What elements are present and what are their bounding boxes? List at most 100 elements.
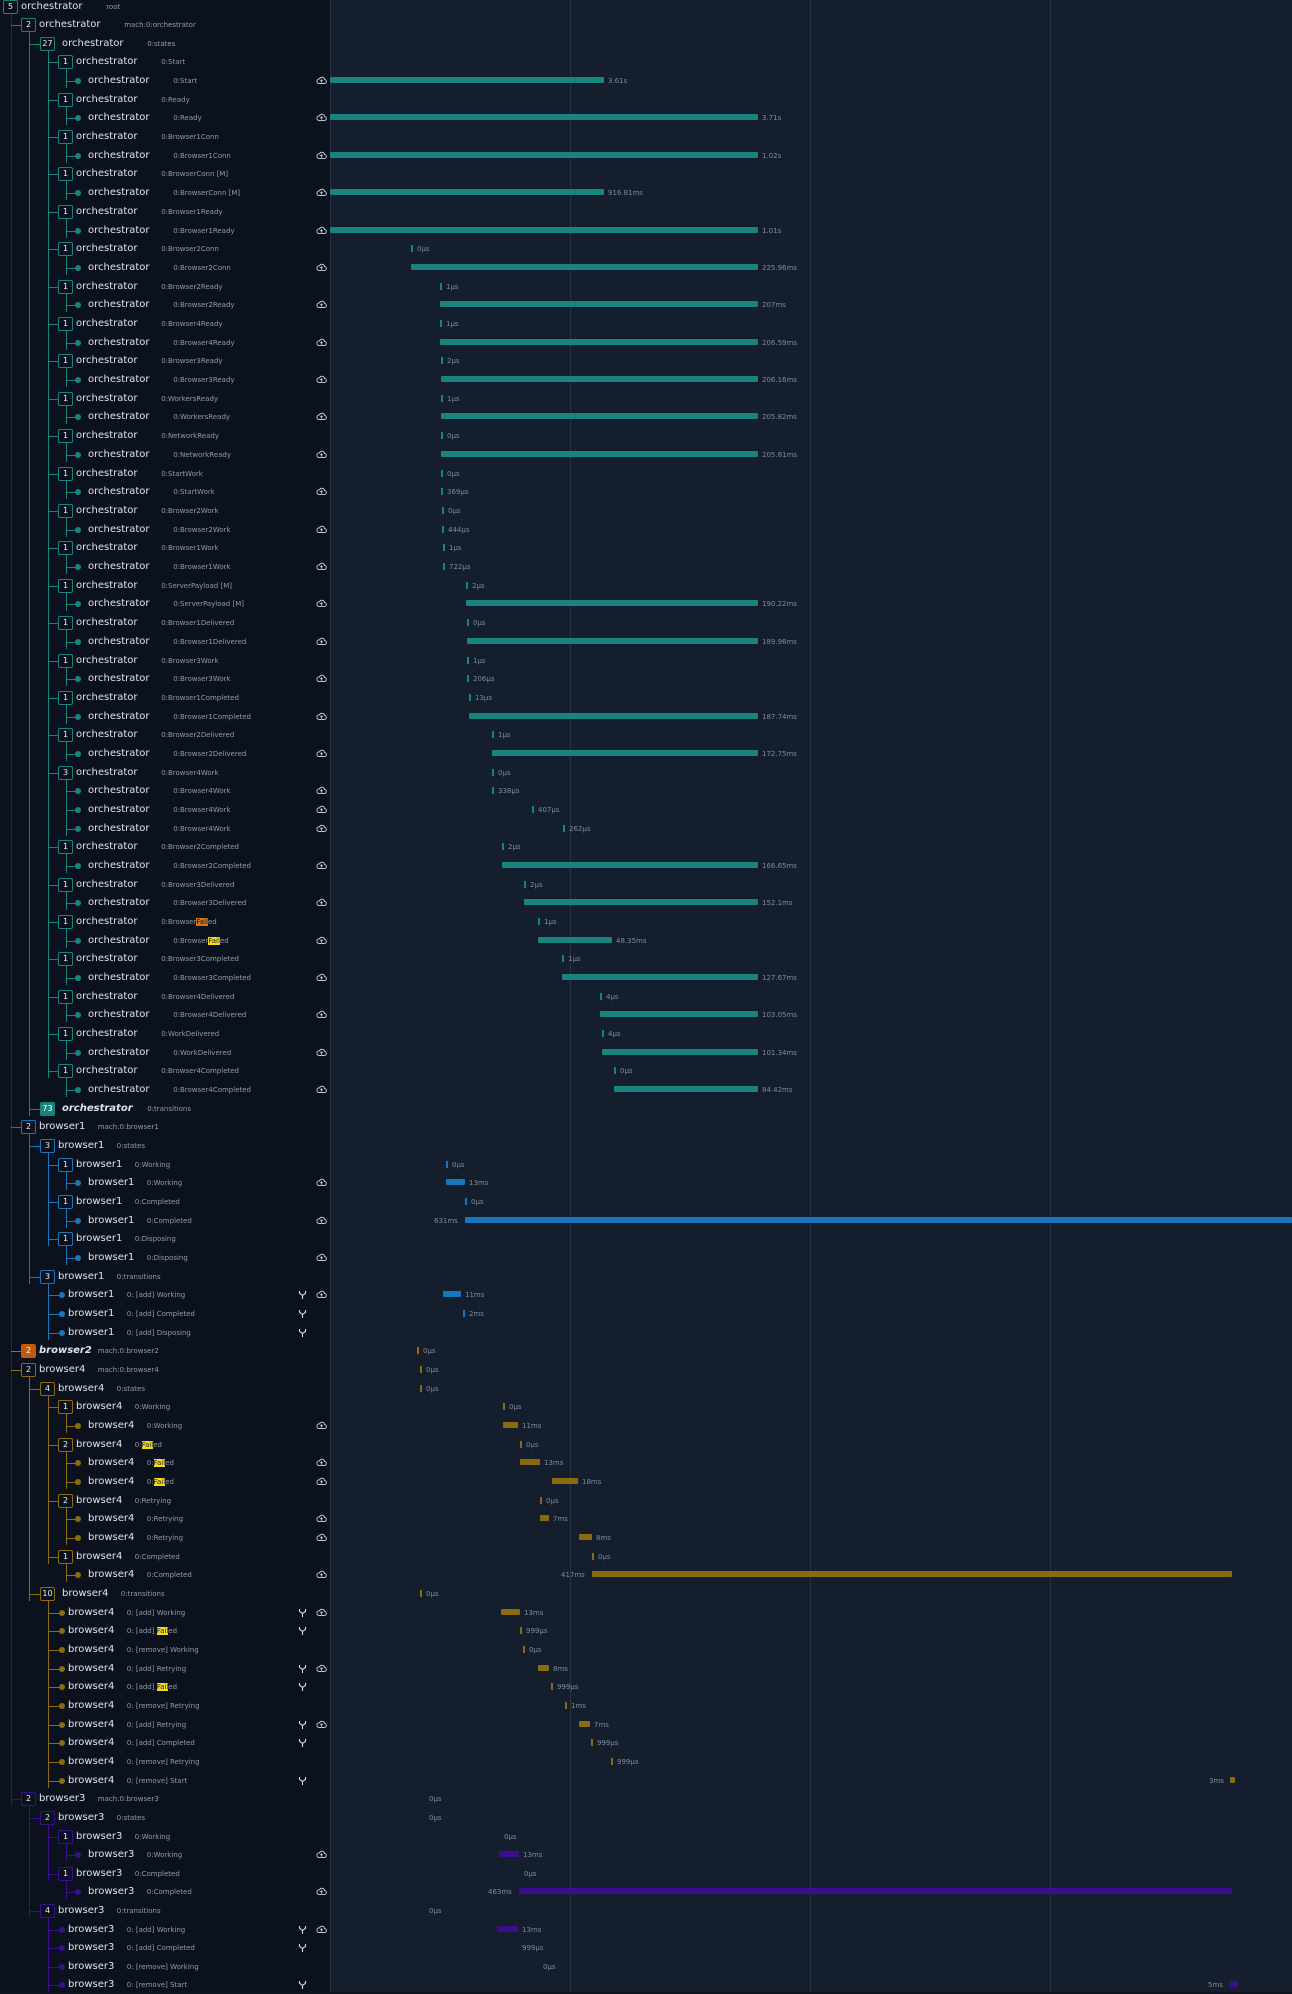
fork-icon[interactable]	[297, 1308, 308, 1319]
tree-leaf-row[interactable]: orchestrator 0:Browser3Delivered 152.1ms	[0, 895, 1292, 911]
tree-leaf-row[interactable]: browser4 0:Completed 417ms	[0, 1567, 1292, 1583]
timeline-tick[interactable]	[492, 787, 494, 794]
tree-leaf-row[interactable]: orchestrator 0:Browser1Completed 187.74ms	[0, 709, 1292, 725]
count-badge[interactable]: 1	[58, 504, 73, 518]
node-name[interactable]: browser4	[76, 1551, 123, 1562]
timeline-tick[interactable]	[592, 1553, 594, 1560]
timeline-tick[interactable]	[441, 357, 443, 364]
timeline-bar[interactable]	[330, 152, 758, 158]
count-badge[interactable]: 1	[58, 1830, 73, 1844]
tree-node-row[interactable]: 1 orchestrator 0:Browser1Conn	[0, 129, 1292, 145]
timeline-tick[interactable]	[420, 1590, 422, 1597]
count-badge[interactable]: 3	[40, 1139, 55, 1153]
count-badge[interactable]: 1	[58, 317, 73, 331]
tree-node-row[interactable]: 1 orchestrator 0:Browser1Completed 13μs	[0, 690, 1292, 706]
node-name[interactable]: orchestrator	[76, 1065, 138, 1076]
fork-icon[interactable]	[297, 1719, 308, 1730]
count-badge[interactable]: 73	[40, 1102, 55, 1116]
node-name[interactable]: orchestrator	[88, 262, 150, 273]
tree-node-row[interactable]: 1 browser1 0:Working 0μs	[0, 1157, 1292, 1173]
tree-leaf-row[interactable]: browser1 0: [add] Completed 2ms	[0, 1306, 1292, 1322]
tree-node-row[interactable]: 1 orchestrator 0:Browser1Delivered 0μs	[0, 615, 1292, 631]
node-name[interactable]: orchestrator	[39, 19, 101, 30]
node-name[interactable]: orchestrator	[88, 860, 150, 871]
timeline-tick[interactable]	[469, 694, 471, 701]
timeline-tick[interactable]	[600, 993, 602, 1000]
cloud-icon[interactable]	[316, 1924, 327, 1935]
node-name[interactable]: browser1	[88, 1215, 135, 1226]
node-name[interactable]: browser4	[68, 1644, 115, 1655]
tree-node-row[interactable]: 2 orchestrator mach:0:orchestrator	[0, 17, 1292, 33]
timeline-tick[interactable]	[463, 1310, 465, 1317]
count-badge[interactable]: 2	[21, 1363, 36, 1377]
tree-node-row[interactable]: 2 browser4 mach:0:browser4 0μs	[0, 1362, 1292, 1378]
node-name[interactable]: orchestrator	[88, 823, 150, 834]
node-name[interactable]: orchestrator	[88, 411, 150, 422]
cloud-icon[interactable]	[316, 1215, 327, 1226]
tree-leaf-row[interactable]: orchestrator 0:Browser2Completed 166.65ms	[0, 858, 1292, 874]
tree-node-row[interactable]: 1 orchestrator 0:Browser2Work 0μs	[0, 503, 1292, 519]
timeline-tick[interactable]	[492, 769, 494, 776]
tree-node-row[interactable]: 1 orchestrator 0:Browser2Completed 2μs	[0, 839, 1292, 855]
tree-leaf-row[interactable]: browser4 0: [add] Failed 999μs	[0, 1623, 1292, 1639]
timeline-tick[interactable]	[467, 675, 469, 682]
count-badge[interactable]: 2	[21, 1792, 36, 1806]
tree-leaf-row[interactable]: browser3 0:Working 13ms	[0, 1847, 1292, 1863]
tree-node-row[interactable]: 2 browser1 mach:0:browser1	[0, 1119, 1292, 1135]
tree-leaf-row[interactable]: browser3 0: [remove] Start 5ms	[0, 1977, 1292, 1993]
node-name[interactable]: browser1	[68, 1289, 115, 1300]
tree-node-row[interactable]: 2 browser4 0:Failed 0μs	[0, 1437, 1292, 1453]
count-badge[interactable]: 4	[40, 1382, 55, 1396]
cloud-icon[interactable]	[316, 561, 327, 572]
timeline-tick[interactable]	[524, 881, 526, 888]
node-name[interactable]: orchestrator	[76, 542, 138, 553]
count-badge[interactable]: 10	[40, 1587, 55, 1601]
cloud-icon[interactable]	[316, 1886, 327, 1897]
tree-leaf-row[interactable]: orchestrator 0:Browser3Ready 206.16ms	[0, 372, 1292, 388]
node-name[interactable]: orchestrator	[88, 486, 150, 497]
cloud-icon[interactable]	[316, 785, 327, 796]
tree-leaf-row[interactable]: orchestrator 0:Browser4Ready 206.59ms	[0, 335, 1292, 351]
node-name[interactable]: orchestrator	[76, 916, 138, 927]
timeline-tick[interactable]	[520, 1627, 522, 1634]
node-name[interactable]: browser1	[68, 1327, 115, 1338]
fork-icon[interactable]	[297, 1681, 308, 1692]
node-name[interactable]: browser3	[68, 1979, 115, 1990]
tree-node-row[interactable]: 3 orchestrator 0:Browser4Work 0μs	[0, 765, 1292, 781]
timeline-tick[interactable]	[443, 563, 445, 570]
tree-leaf-row[interactable]: orchestrator 0:Browser1Conn 1.02s	[0, 148, 1292, 164]
timeline-bar[interactable]	[467, 638, 758, 644]
timeline-tick[interactable]	[440, 283, 442, 290]
tree-leaf-row[interactable]: browser4 0: [add] Retrying 8ms	[0, 1661, 1292, 1677]
tree-leaf-row[interactable]: browser4 0:Working 11ms	[0, 1418, 1292, 1434]
tree-leaf-row[interactable]: orchestrator 0:Browser4Delivered 103.05ms	[0, 1007, 1292, 1023]
node-name[interactable]: orchestrator	[76, 1028, 138, 1039]
node-name[interactable]: orchestrator	[76, 243, 138, 254]
tree-node-row[interactable]: 10 browser4 0:transitions 0μs	[0, 1586, 1292, 1602]
node-name[interactable]: orchestrator	[76, 393, 138, 404]
count-badge[interactable]: 2	[21, 1120, 36, 1134]
timeline-tick[interactable]	[440, 320, 442, 327]
node-name[interactable]: browser1	[58, 1140, 105, 1151]
tree-leaf-row[interactable]: orchestrator 0:StartWork 369μs	[0, 484, 1292, 500]
node-name[interactable]: orchestrator	[76, 430, 138, 441]
node-name[interactable]: orchestrator	[76, 991, 138, 1002]
tree-leaf-row[interactable]: browser4 0:Failed 13ms	[0, 1455, 1292, 1471]
cloud-icon[interactable]	[316, 374, 327, 385]
tree-leaf-row[interactable]: orchestrator 0:Browser1Delivered 189.96ms	[0, 634, 1292, 650]
node-name[interactable]: browser3	[68, 1942, 115, 1953]
tree-node-row[interactable]: 73 orchestrator 0:transitions	[0, 1101, 1292, 1117]
tree-leaf-row[interactable]: orchestrator 0:BrowserConn [M] 916.81ms	[0, 185, 1292, 201]
timeline-tick[interactable]	[540, 1497, 542, 1504]
node-name[interactable]: browser4	[88, 1476, 135, 1487]
tree-node-row[interactable]: 2 browser4 0:Retrying 0μs	[0, 1493, 1292, 1509]
timeline-bar[interactable]	[592, 1571, 1232, 1577]
node-name[interactable]: orchestrator	[76, 729, 138, 740]
node-name[interactable]: orchestrator	[76, 318, 138, 329]
tree-leaf-row[interactable]: orchestrator 0:Browser2Conn 225.96ms	[0, 260, 1292, 276]
fork-icon[interactable]	[297, 1625, 308, 1636]
tree-leaf-row[interactable]: browser4 0: [add] Retrying 7ms	[0, 1717, 1292, 1733]
count-badge[interactable]: 1	[58, 990, 73, 1004]
timeline-bar[interactable]	[441, 451, 758, 457]
node-name[interactable]: orchestrator	[88, 524, 150, 535]
